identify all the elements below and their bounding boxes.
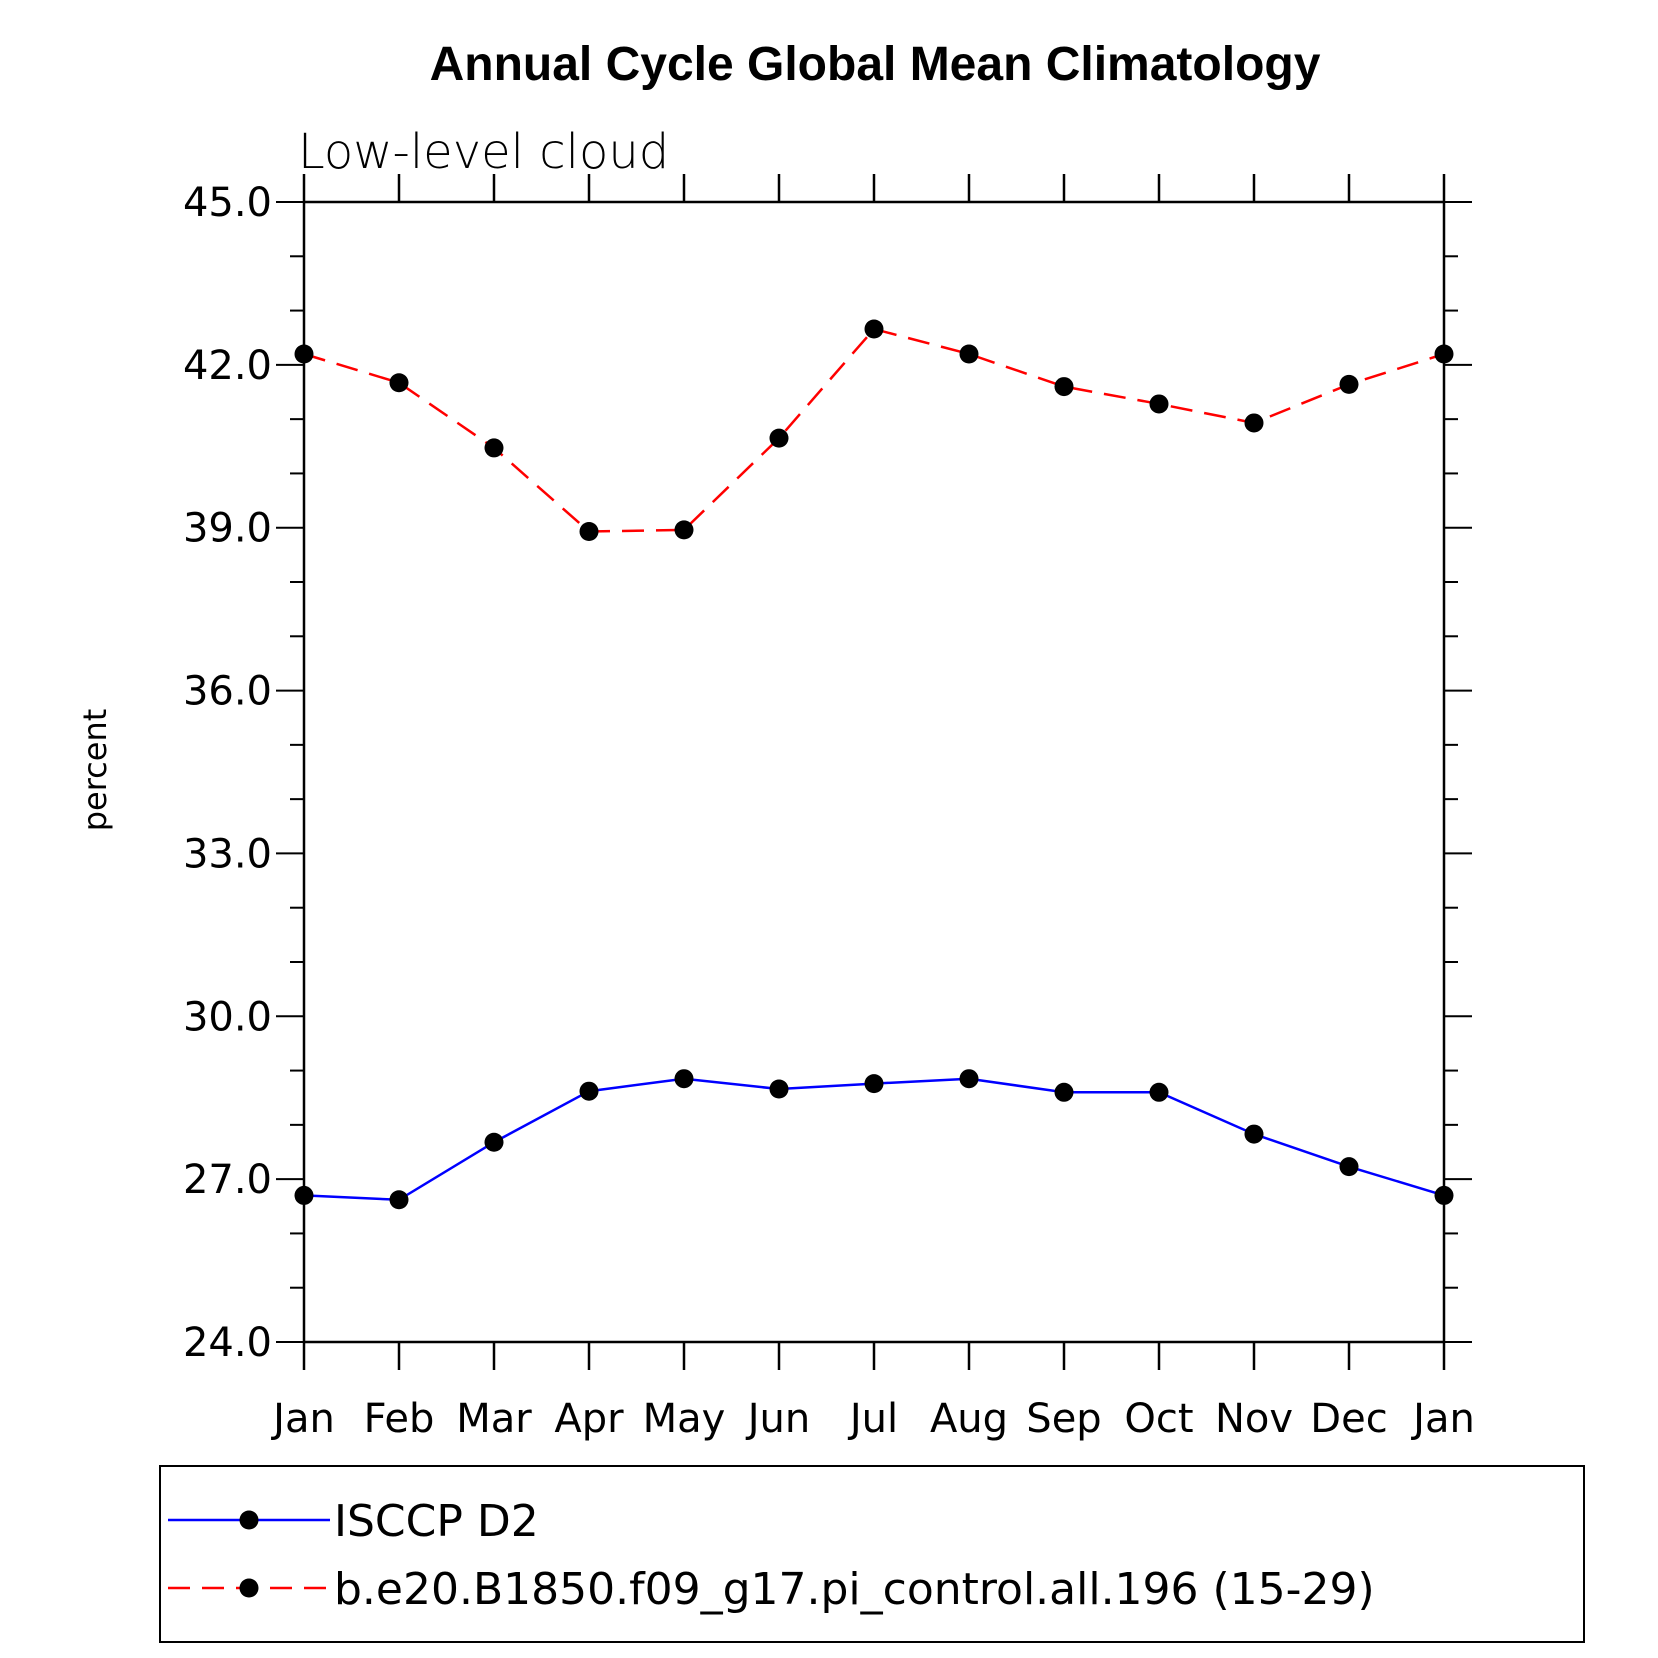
chart-subtitle: Low-level cloud — [298, 124, 669, 180]
x-tick-label: Jun — [745, 1396, 811, 1442]
data-point — [1244, 1124, 1264, 1144]
data-point — [959, 344, 979, 364]
legend-marker — [239, 1578, 259, 1598]
data-point — [1434, 344, 1454, 364]
data-point — [1339, 374, 1359, 394]
y-tick-label: 27.0 — [183, 1157, 272, 1203]
y-tick-label: 24.0 — [183, 1320, 272, 1366]
data-point — [769, 428, 789, 448]
data-point — [1054, 377, 1074, 397]
x-tick-label: Sep — [1026, 1396, 1101, 1442]
y-tick-label: 42.0 — [183, 343, 272, 389]
data-point — [579, 522, 599, 542]
legend-marker — [239, 1510, 259, 1530]
legend-box — [159, 1465, 1585, 1643]
x-tick-label: Jan — [270, 1396, 335, 1442]
data-point — [1054, 1082, 1074, 1102]
x-tick-label: Oct — [1124, 1396, 1193, 1442]
data-point — [294, 344, 314, 364]
plot-frame — [302, 200, 1446, 1344]
chart-title: Annual Cycle Global Mean Climatology — [430, 38, 1321, 91]
y-tick-label: 33.0 — [183, 831, 272, 877]
y-tick-label: 30.0 — [183, 994, 272, 1040]
data-point — [769, 1079, 789, 1099]
data-point — [579, 1081, 599, 1101]
data-point — [1434, 1185, 1454, 1205]
x-tick-label: Jan — [1410, 1396, 1475, 1442]
series-layer — [294, 319, 1454, 1210]
x-tick-label: Dec — [1310, 1396, 1387, 1442]
data-point — [674, 1069, 694, 1089]
x-tick-label: Jul — [847, 1396, 898, 1442]
y-axis: 24.0 27.0 30.0 33.0 36.0 39.0 42.0 45.0 — [183, 180, 1472, 1366]
data-point — [1339, 1157, 1359, 1177]
data-point — [959, 1069, 979, 1089]
data-point — [674, 520, 694, 540]
y-tick-label: 39.0 — [183, 506, 272, 552]
data-point — [1149, 394, 1169, 414]
x-tick-label: Aug — [930, 1396, 1008, 1442]
data-point — [389, 1190, 409, 1210]
data-point — [1244, 413, 1264, 433]
legend-label: ISCCP D2 — [334, 1496, 539, 1547]
data-point — [294, 1185, 314, 1205]
x-tick-label: Feb — [364, 1396, 435, 1442]
legend-label: b.e20.B1850.f09_g17.pi_control.all.196 (… — [334, 1564, 1375, 1615]
data-point — [864, 319, 884, 339]
x-tick-label: Apr — [554, 1396, 624, 1442]
data-point — [389, 373, 409, 393]
series-line-1 — [303, 1077, 1445, 1202]
legend: ISCCP D2 b.e20.B1850.f09_g17.pi_control.a… — [159, 1465, 1585, 1643]
y-tick-label: 45.0 — [183, 180, 272, 226]
series-line-2 — [303, 327, 1445, 533]
x-tick-label: Mar — [456, 1396, 532, 1442]
data-point — [1149, 1082, 1169, 1102]
y-axis-label: percent — [76, 709, 114, 832]
data-point — [484, 1132, 504, 1152]
x-axis: Jan Feb Mar Apr May Jun Jul Aug Sep Oct Nov Dec Jan — [270, 174, 1475, 1442]
data-point — [484, 438, 504, 458]
y-tick-label: 36.0 — [183, 669, 272, 715]
x-tick-label: Nov — [1215, 1396, 1293, 1442]
data-point — [864, 1074, 884, 1094]
x-tick-label: May — [643, 1396, 726, 1442]
